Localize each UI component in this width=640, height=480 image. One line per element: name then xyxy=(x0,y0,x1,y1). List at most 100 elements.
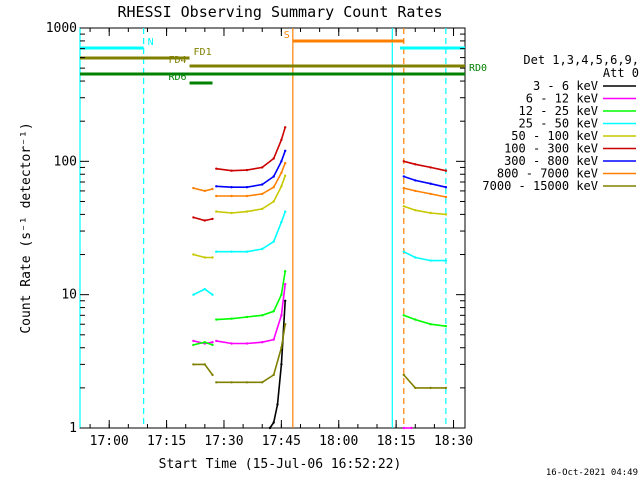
flag-label-2: S xyxy=(284,30,290,41)
series-2-point-0-2 xyxy=(211,343,214,347)
series-8-point-1-4 xyxy=(272,373,275,377)
legend-label-5: 100 - 300 keV xyxy=(504,142,598,156)
flag-label-0: N xyxy=(148,37,154,48)
series-4-point-0-1 xyxy=(203,256,206,259)
chart-title: RHESSI Observing Summary Count Rates xyxy=(117,3,442,21)
legend-title-0: Det 1,3,4,5,6,9, xyxy=(523,53,639,67)
series-7-point-1-1 xyxy=(230,194,233,198)
series-4-point-2-2 xyxy=(429,211,432,215)
series-7-point-2-0 xyxy=(402,186,405,190)
series-6-point-1-0 xyxy=(402,175,405,178)
series-1-point-1-2 xyxy=(245,342,249,345)
series-3-segment-0 xyxy=(193,288,213,296)
series-6-point-0-4 xyxy=(272,175,275,178)
series-1-point-1-1 xyxy=(230,342,233,345)
legend-label-4: 50 - 100 keV xyxy=(511,129,598,143)
y-axis-label: Count Rate (s⁻¹ detector⁻¹) xyxy=(19,122,34,333)
x-tick-label-4: 18:00 xyxy=(319,434,358,449)
series-2-segment-2 xyxy=(403,314,447,327)
series-2-segment-1 xyxy=(216,271,286,321)
series-7-point-0-1 xyxy=(203,189,206,193)
series-4-point-1-0 xyxy=(215,210,218,213)
series-8-point-2-0 xyxy=(402,373,405,377)
series-3-point-0-0 xyxy=(192,293,195,296)
series-7-point-1-3 xyxy=(261,192,264,196)
series-4-point-1-3 xyxy=(261,207,264,211)
legend-title-1: Att 0 xyxy=(603,66,639,80)
series-8-segment-1 xyxy=(216,324,286,384)
series-7-point-1-4 xyxy=(272,186,275,189)
series-5-point-2-0 xyxy=(402,160,405,163)
vertical-markers xyxy=(79,28,447,428)
y-tick-label-2: 100 xyxy=(54,154,77,169)
series-4-point-1-5 xyxy=(280,185,283,188)
series-0-point-0-0 xyxy=(268,426,272,430)
series-5-point-1-6 xyxy=(284,126,287,129)
series-1-point-1-3 xyxy=(261,341,264,344)
series-0-segment-0 xyxy=(269,300,286,429)
y-tick-label-1: 10 xyxy=(61,288,77,303)
legend-label-6: 300 - 800 keV xyxy=(504,154,598,168)
series-5-point-0-2 xyxy=(211,217,214,221)
series-5-point-1-1 xyxy=(230,169,233,172)
series-1-point-0-0 xyxy=(192,339,195,343)
series-4-point-1-1 xyxy=(230,211,233,215)
series-7-point-2-2 xyxy=(429,192,432,196)
legend-label-3: 25 - 50 keV xyxy=(519,117,598,131)
legend-label-8: 7000 - 15000 keV xyxy=(482,179,598,193)
series-1-point-1-6 xyxy=(284,282,287,286)
series-3-point-2-3 xyxy=(444,259,448,262)
series-8-segment-0 xyxy=(193,363,214,376)
series-3-point-1-3 xyxy=(261,247,264,251)
series-4-point-2-0 xyxy=(402,205,405,208)
series-3-point-2-0 xyxy=(402,250,405,253)
series-5-point-1-5 xyxy=(280,138,283,141)
series-1-segment-1 xyxy=(216,284,286,345)
series-7-segment-0 xyxy=(193,187,213,192)
series-3-point-0-2 xyxy=(211,293,214,296)
series-3-point-1-2 xyxy=(245,250,249,253)
series-4-point-2-3 xyxy=(444,213,448,216)
series-5-point-2-2 xyxy=(429,166,432,169)
series-8-point-1-1 xyxy=(230,381,233,384)
series-7-point-0-0 xyxy=(192,186,195,190)
series-5-point-1-2 xyxy=(245,168,249,172)
series-7-point-1-6 xyxy=(284,161,287,165)
series-4-point-0-2 xyxy=(211,256,214,259)
series-5-segment-1 xyxy=(216,127,286,172)
series-1-point-1-0 xyxy=(215,339,218,343)
series-2-point-1-1 xyxy=(230,317,233,320)
series-8-point-0-1 xyxy=(203,363,206,366)
series-8-point-1-6 xyxy=(284,323,287,326)
series-3-segment-2 xyxy=(403,250,446,262)
x-tick-label-6: 18:30 xyxy=(434,434,473,449)
series-5-point-2-3 xyxy=(444,169,448,172)
y-tick-label-0: 1 xyxy=(69,421,77,436)
series-7-segment-2 xyxy=(403,187,447,198)
series-0-point-0-4 xyxy=(284,299,287,302)
series-8-point-2-2 xyxy=(429,386,432,390)
series-0-point-0-2 xyxy=(276,403,279,406)
series-4-point-1-2 xyxy=(245,210,249,213)
series-2-point-1-3 xyxy=(261,314,264,317)
series-7-point-1-2 xyxy=(245,194,249,198)
x-tick-label-3: 17:45 xyxy=(262,434,301,449)
series-7-point-2-3 xyxy=(444,195,448,199)
series-8-point-1-3 xyxy=(261,381,264,384)
flag-bars: N S FD1 FD4 RD0 RD6 xyxy=(80,30,487,85)
series-4-point-2-1 xyxy=(414,209,417,212)
series-8-point-1-5 xyxy=(280,346,283,349)
legend-label-7: 800 - 7000 keV xyxy=(497,167,598,181)
series-4-segment-0 xyxy=(193,253,213,259)
series-7-segment-1 xyxy=(216,162,286,197)
series-3-point-2-1 xyxy=(414,256,417,259)
series-5-point-1-4 xyxy=(272,157,275,160)
series-1-point-1-5 xyxy=(280,314,283,317)
series-7-point-1-5 xyxy=(280,171,283,174)
series-2-point-2-2 xyxy=(429,323,432,326)
series-6-point-0-5 xyxy=(280,160,283,163)
series-4-point-0-0 xyxy=(192,253,195,256)
series-0-point-0-3 xyxy=(280,363,283,366)
legend-label-2: 12 - 25 keV xyxy=(519,104,598,118)
